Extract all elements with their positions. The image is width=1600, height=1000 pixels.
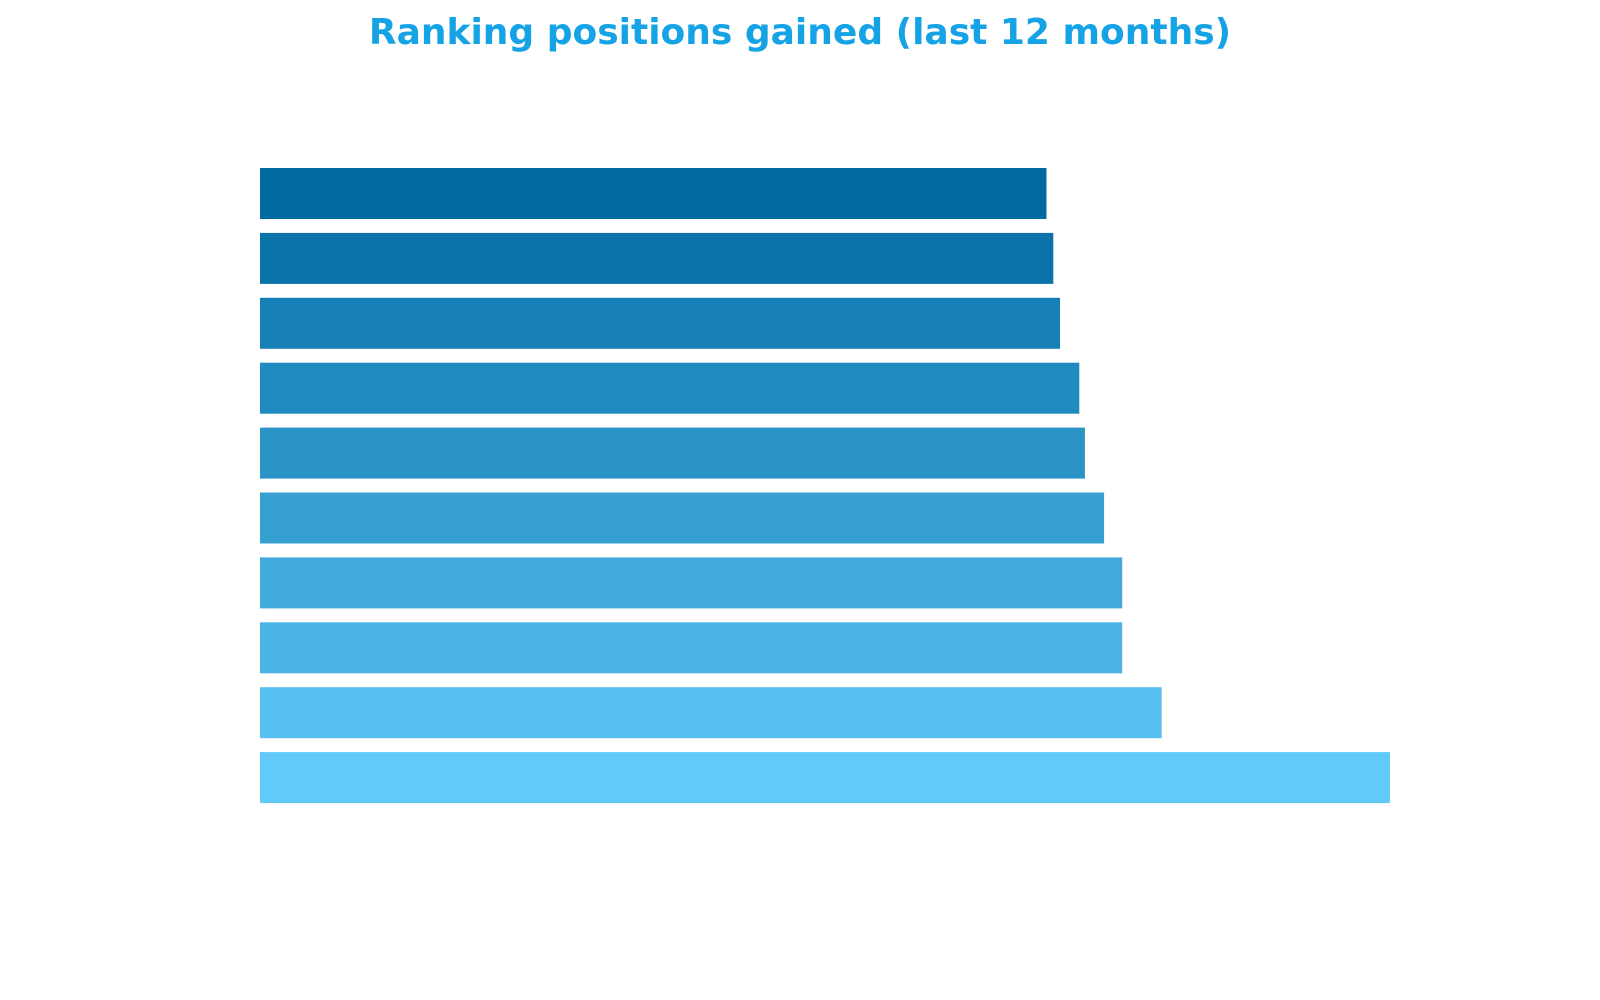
- bar-3: [260, 297, 1060, 349]
- bar-5: [260, 427, 1085, 479]
- bars-group: [260, 168, 1390, 804]
- bar-4: [260, 362, 1080, 414]
- bar-9: [260, 687, 1162, 739]
- bar-10: [260, 752, 1390, 804]
- bar-2: [260, 232, 1054, 284]
- bar-6: [260, 492, 1105, 544]
- chart-title: Ranking positions gained (last 12 months…: [368, 12, 1232, 53]
- bar-8: [260, 622, 1123, 674]
- bar-7: [260, 557, 1123, 609]
- bar-1: [260, 168, 1047, 219]
